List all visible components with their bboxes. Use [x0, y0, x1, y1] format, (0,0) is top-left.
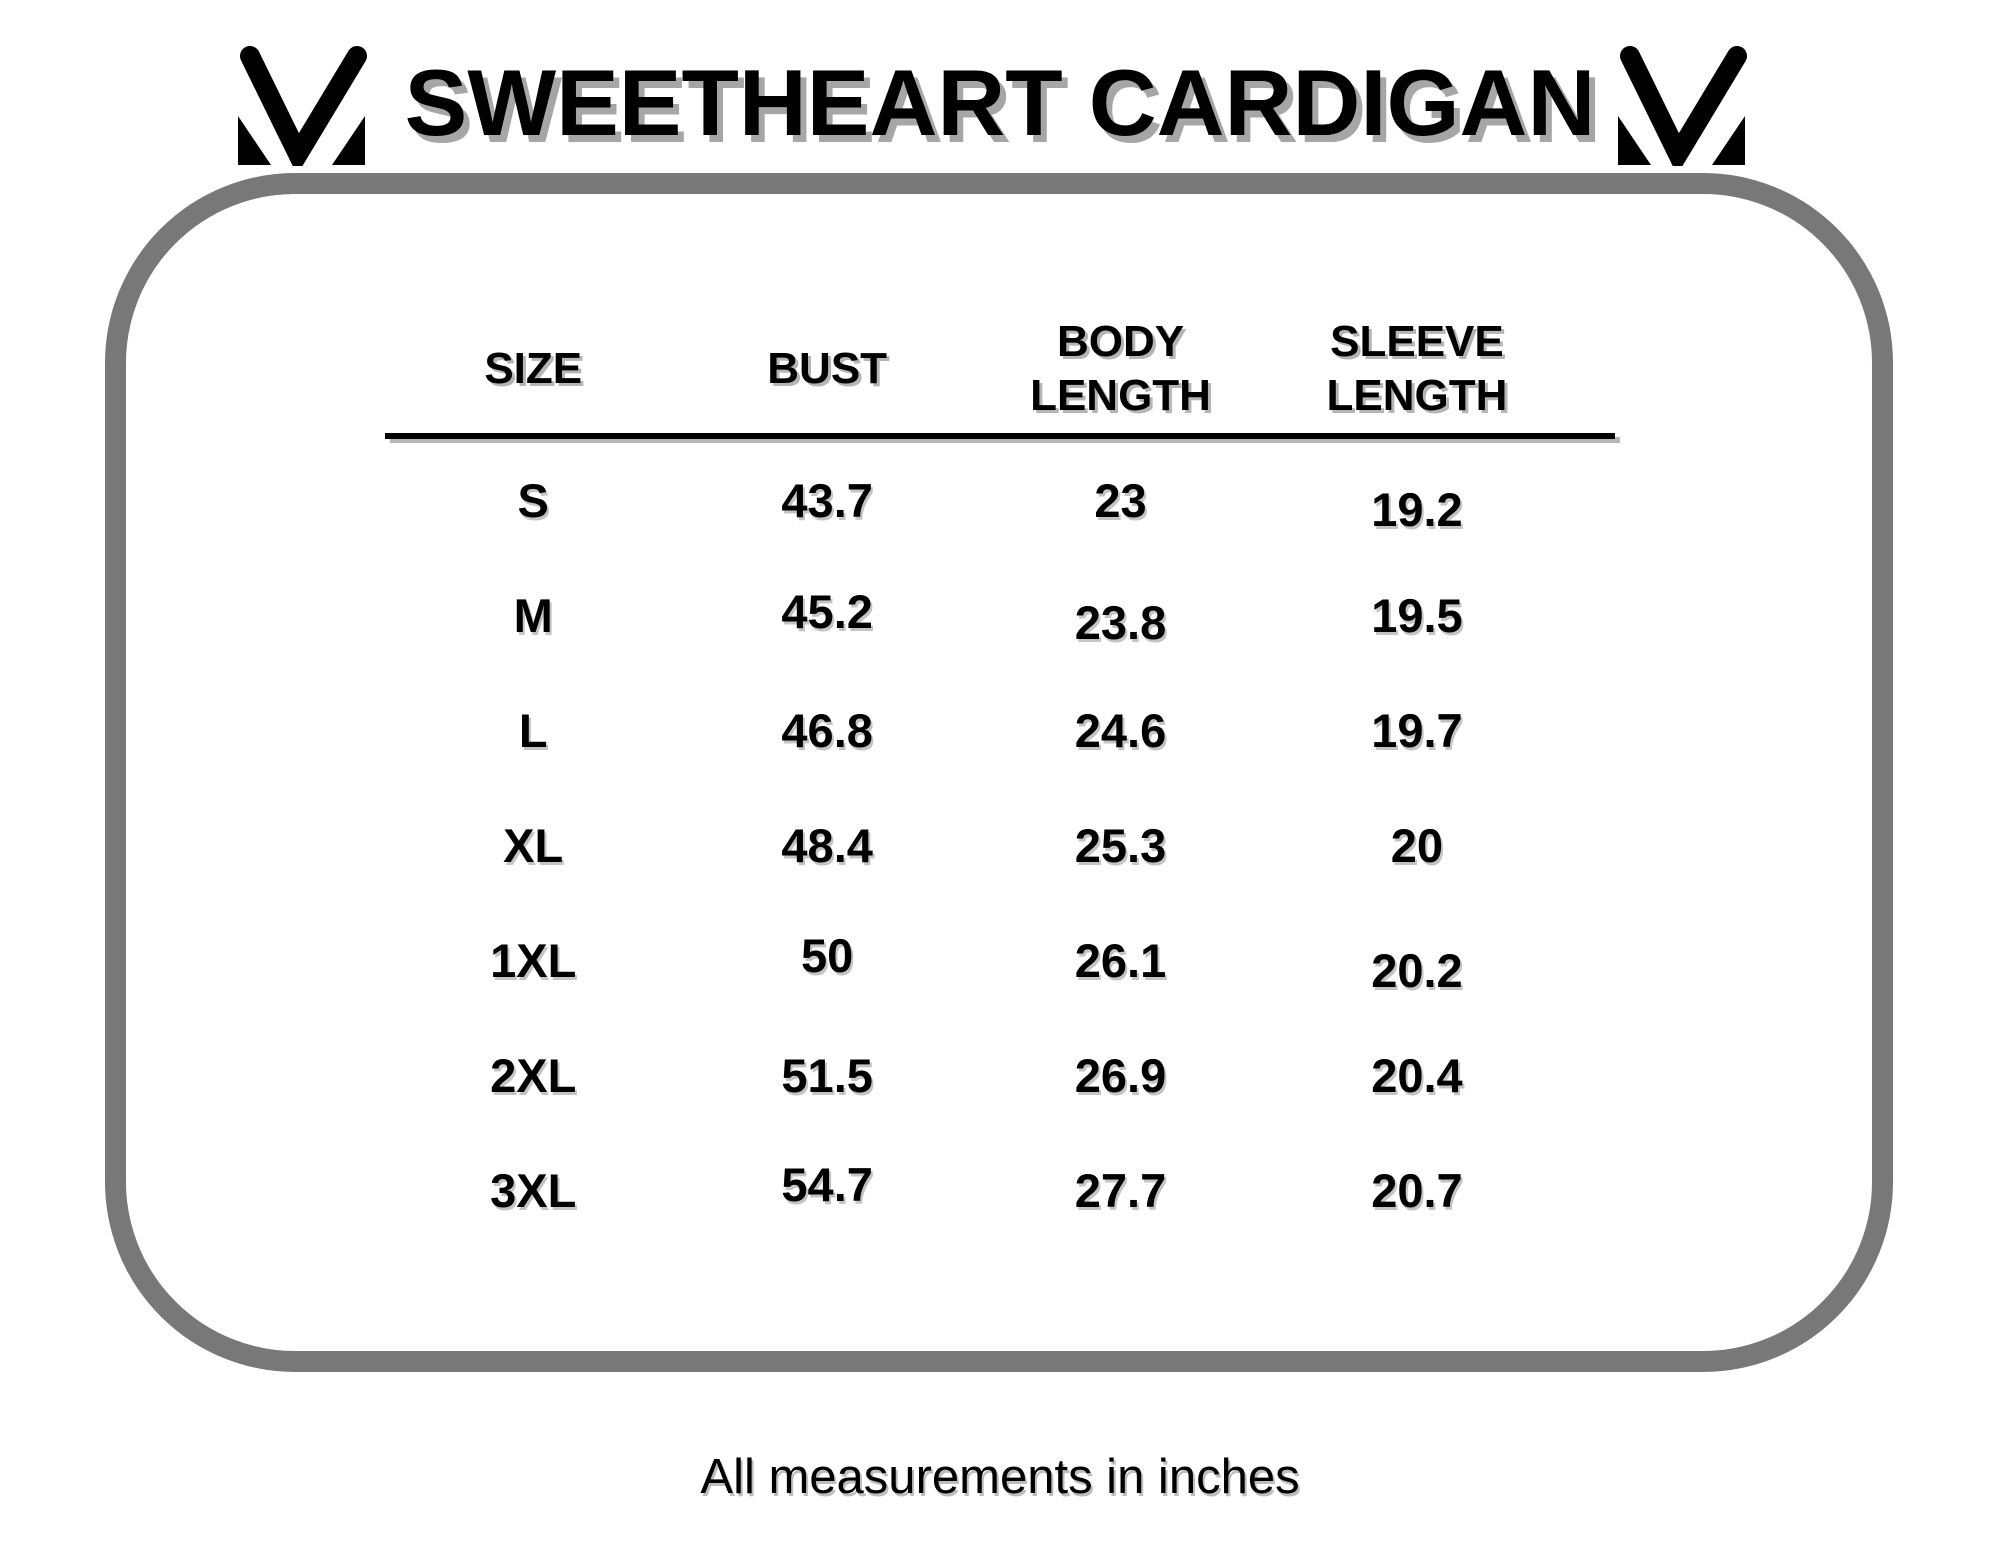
column-header-label: LENGTH — [1326, 371, 1508, 420]
size-cell: M — [513, 589, 553, 642]
header-divider — [385, 433, 1615, 439]
bust-cell: 43.7 — [781, 474, 873, 527]
table-header-row: SIZE BUST BODY LENGTH SLEEVE LENGTH — [385, 206, 1615, 433]
size-cell: 1XL — [490, 934, 577, 987]
bust-cell: 51.5 — [781, 1049, 873, 1102]
sleeve-length-cell: 20.7 — [1371, 1164, 1463, 1217]
column-header-label: SIZE — [484, 344, 583, 393]
brand-m-logo-icon-left — [238, 46, 367, 166]
table-row: L 46.8 24.6 19.7 — [385, 673, 1615, 788]
bust-cell: 46.8 — [781, 704, 873, 757]
column-header-label: BUST — [767, 344, 888, 393]
size-chart-table: SIZE BUST BODY LENGTH SLEEVE LENGTH S 43… — [385, 206, 1615, 1248]
bust-cell: 45.2 — [781, 585, 873, 638]
body-length-cell: 26.9 — [1074, 1049, 1167, 1102]
measurements-note: All measurements in inches — [700, 1450, 1300, 1504]
sleeve-length-cell: 20.2 — [1371, 944, 1463, 997]
bust-cell: 54.7 — [781, 1158, 873, 1211]
size-cell: S — [517, 474, 549, 527]
table-row: XL 48.4 25.3 20 — [385, 788, 1615, 903]
bust-cell: 48.4 — [781, 819, 873, 872]
body-length-cell: 25.3 — [1074, 819, 1167, 872]
brand-m-logo-icon-right — [1618, 46, 1747, 166]
column-header-label: SLEEVE — [1330, 317, 1504, 366]
table-row: 3XL 54.7 27.7 20.7 — [385, 1133, 1615, 1248]
column-header-size: SIZE — [385, 206, 681, 433]
body-length-cell: 24.6 — [1074, 704, 1167, 757]
sleeve-length-cell: 20 — [1390, 819, 1444, 872]
size-cell: 2XL — [490, 1049, 577, 1102]
page-title: SWEETHEART CARDIGAN — [404, 50, 1596, 155]
column-header-sleeve-length: SLEEVE LENGTH — [1268, 206, 1566, 433]
table-row: M 45.2 23.8 19.5 — [385, 558, 1615, 673]
body-length-cell: 27.7 — [1074, 1164, 1167, 1217]
bust-cell: 50 — [801, 929, 854, 982]
sleeve-length-cell: 19.7 — [1371, 704, 1463, 757]
sleeve-length-cell: 20.4 — [1371, 1049, 1463, 1102]
size-cell: 3XL — [490, 1164, 577, 1217]
table-body: S 43.7 23 19.2 M 45.2 23.8 19.5 L 46.8 2… — [385, 443, 1615, 1248]
table-row: 2XL 51.5 26.9 20.4 — [385, 1018, 1615, 1133]
body-length-cell: 23.8 — [1074, 596, 1167, 649]
body-length-cell: 26.1 — [1074, 934, 1167, 987]
table-row: 1XL 50 26.1 20.2 — [385, 903, 1615, 1018]
table-row: S 43.7 23 19.2 — [385, 443, 1615, 558]
header: SWEETHEART CARDIGAN — [0, 0, 2000, 210]
size-cell: L — [518, 704, 548, 757]
column-header-body-length: BODY LENGTH — [973, 206, 1268, 433]
column-header-label: LENGTH — [1030, 371, 1211, 420]
column-header-label: BODY — [1056, 317, 1185, 366]
size-cell: XL — [503, 819, 564, 872]
sleeve-length-cell: 19.5 — [1371, 589, 1463, 642]
size-chart-panel: SIZE BUST BODY LENGTH SLEEVE LENGTH S 43… — [105, 173, 1893, 1372]
body-length-cell: 23 — [1094, 474, 1147, 527]
column-header-bust: BUST — [681, 206, 973, 433]
sleeve-length-cell: 19.2 — [1371, 483, 1463, 536]
